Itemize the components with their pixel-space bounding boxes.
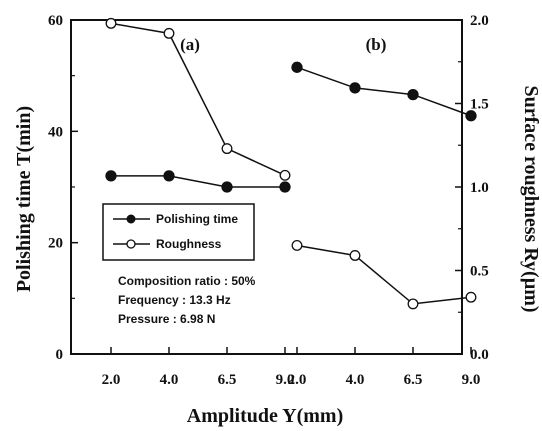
x-tick-label: 6.5 <box>404 372 423 388</box>
data-point-polishing-time <box>349 82 361 94</box>
legend-marker-polishing <box>126 214 136 224</box>
series-line-polishing-time <box>111 175 285 188</box>
legend-label-polishing: Polishing time <box>156 212 238 226</box>
x-axis-title: Amplitude Y(mm) <box>187 405 343 427</box>
y-right-tick-label: 1.5 <box>470 97 489 113</box>
y-left-tick-label: 60 <box>48 13 63 29</box>
legend: Polishing time Roughness <box>102 203 255 261</box>
y-axis-title-left: Polishing time T(min) <box>13 106 35 292</box>
note-frequency: Frequency : 13.3 Hz <box>118 293 231 307</box>
y-left-tick-label: 0 <box>56 347 64 363</box>
data-point-polishing-time <box>221 181 233 193</box>
legend-box <box>102 203 255 261</box>
data-point-polishing-time <box>407 88 419 101</box>
y-right-tick-label: 0.5 <box>470 264 489 280</box>
y-right-tick-label: 1.0 <box>470 180 489 196</box>
y-right-tick-label: 2.0 <box>470 13 489 29</box>
y-left-tick-label: 40 <box>48 124 63 140</box>
y-axis-title-right: Surface roughness Ry(µm) <box>520 85 542 312</box>
data-point-roughness <box>105 17 117 29</box>
x-tick-label: 2.0 <box>288 372 307 388</box>
y-right-tick-label: 0.0 <box>470 347 489 363</box>
data-point-roughness <box>221 143 233 155</box>
x-tick-label: 4.0 <box>346 372 365 388</box>
data-point-roughness <box>407 298 419 310</box>
data-point-roughness <box>163 27 175 39</box>
panel-label-b: (b) <box>366 35 387 54</box>
data-point-roughness <box>279 169 291 181</box>
series-line-roughness <box>296 244 472 305</box>
legend-label-roughness: Roughness <box>156 237 222 251</box>
note-composition: Composition ratio : 50% <box>118 274 256 288</box>
series-line-polishing-time <box>296 66 472 117</box>
panel-label-a: (a) <box>180 35 200 54</box>
data-point-roughness <box>349 250 361 261</box>
axis-ticks <box>71 19 472 355</box>
data-point-polishing-time <box>163 170 175 182</box>
note-pressure: Pressure : 6.98 N <box>118 312 215 326</box>
x-tick-label: 9.0 <box>462 372 481 388</box>
y-left-tick-label: 20 <box>48 236 63 252</box>
data-point-polishing-time <box>279 181 291 193</box>
series-layer <box>105 17 477 310</box>
x-tick-label: 6.5 <box>218 372 237 388</box>
data-point-roughness <box>465 291 477 303</box>
legend-marker-roughness <box>126 239 136 249</box>
series-line-roughness <box>110 22 286 176</box>
data-point-polishing-time <box>465 110 477 122</box>
data-point-polishing-time <box>105 170 117 182</box>
data-point-roughness <box>291 239 303 251</box>
x-tick-label: 9.0 <box>276 372 295 388</box>
x-tick-label: 4.0 <box>160 372 179 388</box>
data-point-polishing-time <box>291 61 303 73</box>
x-tick-label: 2.0 <box>102 372 121 388</box>
